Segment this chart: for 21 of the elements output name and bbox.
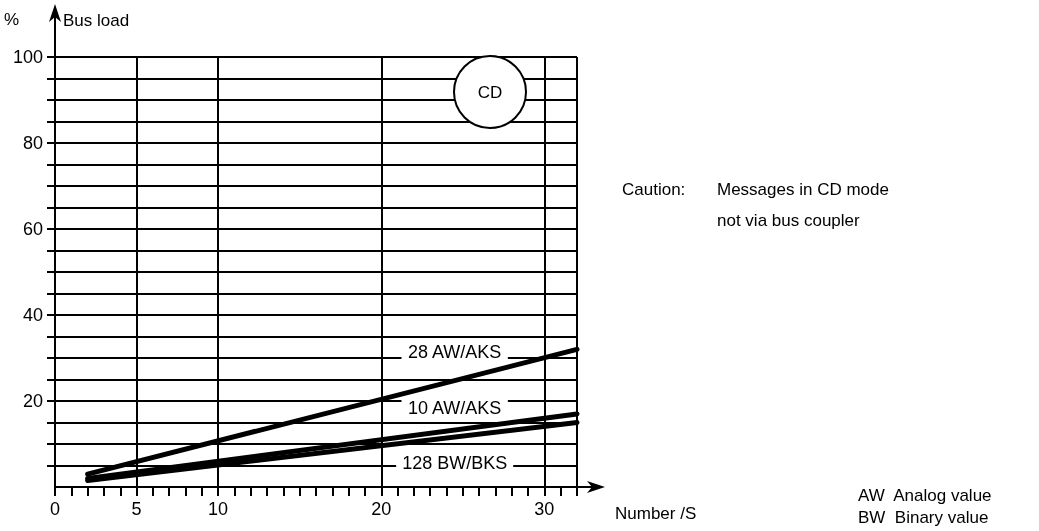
series-label: 10 AW/AKS [407, 398, 502, 419]
series-label: 28 AW/AKS [407, 341, 502, 362]
text: % [4, 10, 20, 30]
y-axis-title: Bus load [63, 11, 130, 30]
x-axis-title: Number /S [615, 504, 697, 523]
y-tick-label: 20 [22, 391, 43, 411]
text: Caution: Messages in CD mode not via bus coupler [622, 180, 889, 230]
x-tick-label: 30 [534, 499, 555, 519]
x-tick-label: 20 [371, 499, 392, 519]
annotation: CD [477, 82, 503, 102]
x-tick-label: 5 [131, 499, 142, 519]
y-tick-label: 80 [22, 133, 43, 153]
series-label: 128 BW/BKS [402, 453, 508, 474]
text: BW Binary value [858, 508, 989, 528]
y-tick-label: 40 [22, 305, 43, 325]
y-tick-label: 100 [12, 47, 43, 67]
text: AW Analog value [858, 486, 992, 506]
circle-badge: CD [453, 55, 527, 129]
x-tick-label: 0 [49, 499, 61, 519]
y-tick-label: 60 [22, 219, 43, 239]
x-tick-label: 10 [208, 499, 229, 519]
